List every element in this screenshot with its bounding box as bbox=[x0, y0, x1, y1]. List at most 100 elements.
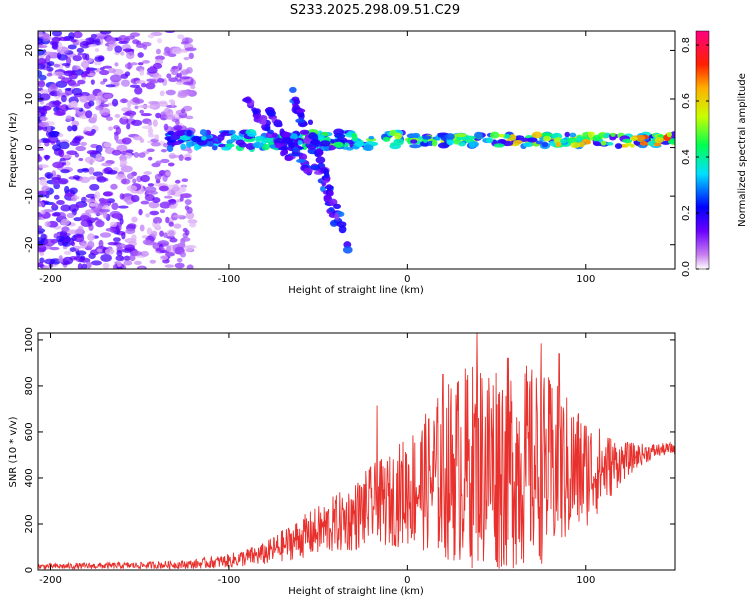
signal-band-blob bbox=[535, 140, 544, 145]
signal-band-blob bbox=[600, 140, 607, 146]
noise-blob bbox=[111, 149, 122, 156]
noise-blob bbox=[105, 227, 117, 232]
colorbar-tick-label: 0.4 bbox=[681, 149, 692, 165]
noise-blob bbox=[180, 108, 186, 114]
noise-blob bbox=[79, 176, 91, 183]
noise-blob bbox=[79, 40, 91, 49]
noise-blob bbox=[117, 205, 129, 209]
signal-band-blob bbox=[437, 142, 450, 149]
noise-blob bbox=[66, 212, 75, 219]
signal-band-blob bbox=[263, 137, 274, 143]
colorbar-tick-label: 0.2 bbox=[681, 205, 692, 221]
snr-y-tick-label: 0 bbox=[24, 567, 35, 573]
noise-blob bbox=[71, 197, 77, 202]
noise-blob bbox=[126, 173, 134, 180]
noise-blob bbox=[98, 239, 104, 248]
noise-blob bbox=[141, 125, 153, 130]
noise-blob bbox=[152, 197, 161, 204]
noise-blob bbox=[121, 137, 132, 145]
signal-band-blob bbox=[221, 146, 232, 151]
signal-band-blob bbox=[455, 133, 467, 138]
noise-blob bbox=[42, 265, 50, 269]
signal-band-blob bbox=[437, 132, 444, 138]
noise-blob bbox=[184, 156, 192, 161]
signal-band-blob bbox=[522, 142, 531, 147]
noise-blob bbox=[178, 154, 184, 162]
noise-blob bbox=[47, 61, 55, 67]
noise-blob bbox=[141, 235, 148, 239]
signal-band-blob bbox=[622, 138, 633, 144]
noise-blob bbox=[106, 46, 113, 52]
noise-blob bbox=[176, 73, 182, 78]
noise-blob bbox=[105, 84, 116, 88]
noise-blob bbox=[67, 44, 77, 50]
streak-blob bbox=[334, 212, 340, 221]
noise-blob bbox=[140, 83, 147, 88]
noise-blob bbox=[96, 218, 103, 225]
noise-blob bbox=[147, 133, 155, 138]
noise-blob bbox=[124, 63, 133, 69]
noise-blob bbox=[166, 245, 172, 253]
streak-blob bbox=[274, 143, 282, 149]
snr-y-tick-label: 800 bbox=[24, 376, 35, 395]
noise-blob bbox=[90, 79, 95, 85]
noise-blob bbox=[102, 191, 113, 197]
signal-band-blob bbox=[489, 131, 500, 139]
noise-blob bbox=[118, 35, 128, 43]
noise-blob bbox=[125, 35, 136, 40]
streak-blob bbox=[292, 146, 299, 153]
signal-band-blob bbox=[666, 131, 673, 138]
signal-band-blob bbox=[428, 140, 434, 147]
streak-blob bbox=[281, 131, 292, 138]
noise-blob bbox=[57, 178, 69, 185]
signal-band-blob bbox=[186, 129, 192, 137]
noise-blob bbox=[46, 66, 54, 72]
noise-blob bbox=[41, 185, 50, 192]
noise-blob bbox=[189, 221, 197, 228]
noise-blob bbox=[100, 254, 112, 262]
signal-band-blob bbox=[576, 135, 583, 143]
signal-band-blob bbox=[569, 132, 577, 138]
noise-blob bbox=[80, 242, 88, 249]
noise-blob bbox=[44, 139, 52, 144]
streak-blob bbox=[324, 172, 330, 179]
noise-blob bbox=[165, 216, 170, 224]
spectrogram-y-tick-label: -20 bbox=[24, 237, 35, 253]
noise-blob bbox=[150, 141, 161, 147]
noise-blob bbox=[58, 36, 71, 42]
noise-blob bbox=[120, 73, 129, 79]
signal-band-blob bbox=[526, 137, 538, 143]
noise-blob bbox=[147, 34, 155, 39]
noise-blob bbox=[85, 261, 92, 269]
noise-blob bbox=[76, 47, 85, 53]
noise-blob bbox=[160, 158, 170, 164]
noise-blob bbox=[166, 73, 172, 79]
noise-blob bbox=[38, 38, 43, 45]
noise-blob bbox=[157, 38, 163, 44]
signal-band-blob bbox=[603, 133, 610, 139]
noise-blob bbox=[126, 201, 133, 205]
noise-blob bbox=[44, 258, 56, 265]
noise-blob bbox=[51, 203, 57, 210]
noise-blob bbox=[173, 124, 183, 131]
noise-blob bbox=[129, 84, 141, 88]
snr-y-tick-label: 600 bbox=[24, 422, 35, 441]
noise-blob bbox=[71, 124, 78, 132]
noise-blob bbox=[169, 237, 178, 243]
signal-band-blob bbox=[371, 141, 379, 146]
noise-blob bbox=[147, 127, 154, 135]
signal-band-blob bbox=[509, 134, 517, 141]
noise-blob bbox=[38, 74, 47, 81]
noise-blob bbox=[99, 67, 105, 71]
streak-blob bbox=[296, 158, 306, 163]
colorbar-tick-label: 0.0 bbox=[681, 261, 692, 277]
streak-blob bbox=[267, 129, 274, 134]
signal-band-blob bbox=[166, 145, 174, 153]
signal-band-blob bbox=[610, 132, 616, 137]
signal-band-blob bbox=[493, 143, 505, 148]
noise-blob bbox=[152, 73, 162, 80]
noise-blob bbox=[148, 104, 156, 109]
noise-blob bbox=[176, 257, 183, 263]
noise-blob bbox=[126, 185, 138, 192]
noise-blob bbox=[79, 95, 89, 103]
